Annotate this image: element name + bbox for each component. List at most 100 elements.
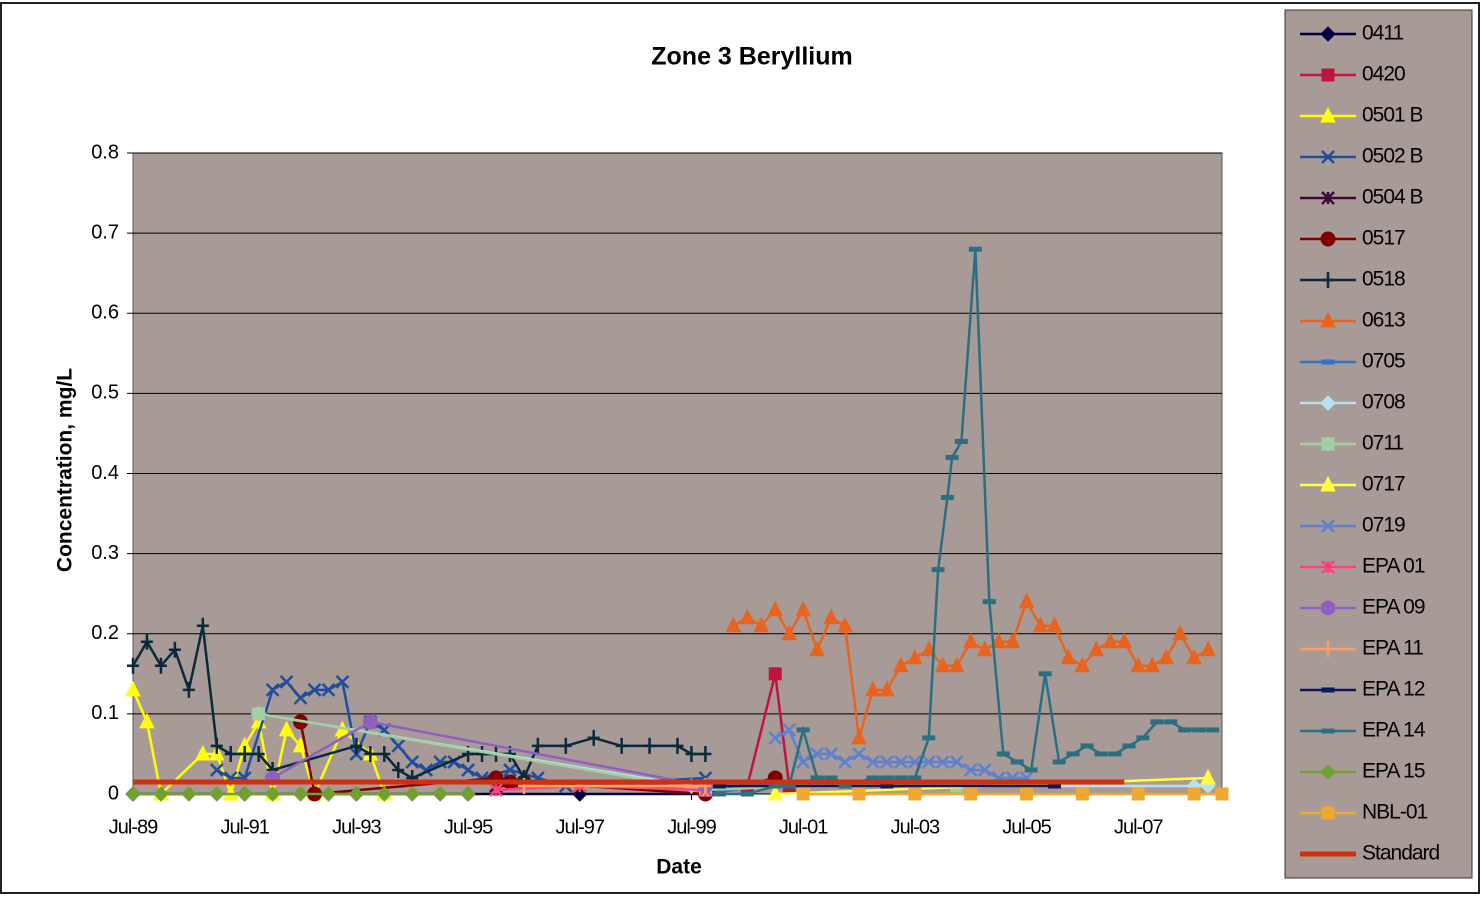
legend-label: NBL-01	[1362, 801, 1428, 824]
legend-marker	[1321, 68, 1335, 82]
legend-marker	[1321, 359, 1335, 365]
marker	[880, 775, 894, 781]
marker	[1032, 616, 1049, 633]
marker	[949, 755, 964, 769]
legend-label: 0719	[1362, 514, 1405, 537]
x-tick-label: Jul-07	[1114, 816, 1163, 838]
marker	[321, 682, 336, 697]
marker	[154, 657, 167, 674]
marker	[1075, 787, 1089, 801]
marker	[852, 747, 866, 761]
legend-label: 0711	[1362, 432, 1403, 455]
marker	[767, 784, 784, 801]
legend-marker	[1320, 311, 1336, 328]
marker	[968, 246, 982, 252]
marker	[293, 690, 308, 705]
series	[127, 617, 712, 786]
marker	[712, 791, 726, 797]
marker	[1052, 759, 1066, 765]
marker	[1024, 767, 1038, 773]
marker	[740, 791, 754, 797]
marker	[852, 787, 866, 801]
marker	[810, 747, 824, 761]
marker	[1038, 671, 1052, 677]
marker	[796, 727, 810, 733]
marker	[865, 680, 881, 697]
x-tick-label: Jul-95	[444, 816, 493, 838]
marker	[153, 786, 169, 802]
marker	[1130, 656, 1147, 673]
marker	[503, 763, 517, 777]
marker	[210, 737, 223, 754]
x-tick-label: Jul-97	[556, 816, 605, 838]
legend-label: EPA 01	[1362, 555, 1425, 578]
marker	[1020, 787, 1034, 801]
marker	[1158, 648, 1174, 665]
marker	[643, 737, 656, 754]
marker	[391, 739, 406, 753]
marker	[1150, 719, 1164, 725]
legend-marker	[1321, 437, 1335, 451]
legend-marker	[1321, 191, 1335, 205]
marker	[1080, 743, 1094, 749]
x-tick-label: Jul-05	[1002, 816, 1051, 838]
marker	[823, 608, 839, 625]
marker	[1047, 783, 1061, 789]
marker	[809, 640, 825, 657]
marker	[348, 786, 365, 802]
y-tick-label: 0.5	[91, 382, 119, 404]
legend-label: 0504 B	[1362, 186, 1423, 209]
marker	[940, 495, 954, 501]
y-tick-label: 0.8	[91, 141, 119, 163]
legend-label: 0705	[1362, 350, 1405, 373]
marker	[1018, 592, 1035, 609]
legend-marker	[1321, 519, 1335, 533]
y-tick-label: 0.3	[91, 542, 119, 564]
legend-marker	[1322, 272, 1334, 288]
legend-marker	[1322, 641, 1334, 657]
legend-label: 0613	[1362, 309, 1405, 332]
legend-marker	[1321, 806, 1335, 820]
grid	[127, 152, 1222, 800]
legend: 0411 0420 0501 B 0502 B 0504 B 0517 0518 0613 07…	[1300, 22, 1441, 865]
marker	[866, 775, 880, 781]
legend-marker	[1320, 475, 1336, 492]
marker	[1116, 632, 1133, 649]
chart-title: Zone 3 Beryllium	[651, 43, 852, 71]
legend-marker	[1321, 728, 1335, 734]
marker	[908, 775, 922, 781]
marker	[224, 745, 237, 762]
marker	[964, 787, 978, 801]
legend-label: 0518	[1362, 268, 1405, 291]
marker	[1122, 743, 1136, 749]
marker	[782, 783, 796, 789]
marker	[977, 763, 992, 777]
legend-label: EPA 11	[1362, 637, 1423, 660]
marker	[378, 745, 391, 762]
marker	[125, 680, 141, 697]
marker	[404, 786, 420, 802]
marker	[196, 617, 209, 634]
marker	[350, 737, 363, 754]
marker	[405, 755, 420, 769]
marker	[209, 763, 224, 777]
marker	[125, 786, 141, 802]
marker	[1215, 787, 1229, 801]
marker	[768, 667, 782, 681]
marker	[587, 729, 600, 746]
marker	[1200, 640, 1216, 657]
marker	[476, 745, 489, 762]
marker	[181, 786, 197, 802]
legend-label: 0717	[1362, 473, 1405, 496]
y-axis-label: Concentration, mg/L	[54, 368, 77, 572]
marker	[880, 755, 894, 769]
marker	[1178, 727, 1192, 733]
y-tick-label: 0.2	[91, 622, 119, 644]
marker	[1074, 656, 1091, 673]
marker	[531, 737, 544, 754]
marker	[292, 786, 309, 802]
marker	[349, 747, 364, 761]
marker	[460, 786, 476, 802]
series	[712, 246, 1220, 797]
marker	[238, 745, 251, 762]
